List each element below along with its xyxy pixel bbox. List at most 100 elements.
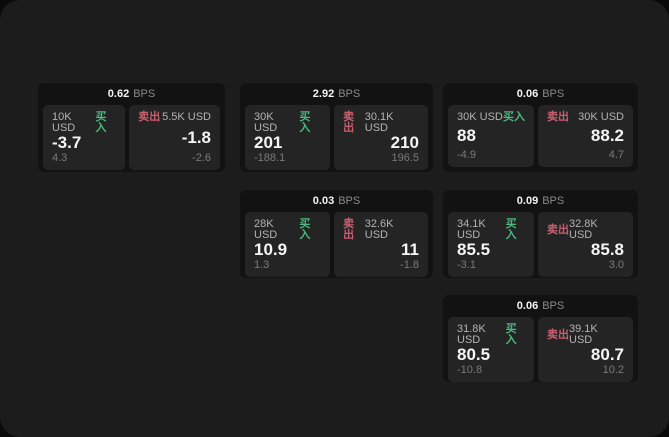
spread-value: 0.09 [516, 194, 539, 207]
buy-price: 80.5 [457, 345, 491, 364]
buy-delta: -10.8 [457, 363, 483, 376]
sell-delta: 196.5 [391, 151, 419, 164]
buy-tile-top: 31.8K USD 买入 [457, 324, 525, 346]
sell-tile[interactable]: 卖出 39.1K USD 80.7 10.2 [538, 317, 633, 382]
sell-tile[interactable]: 卖出 30.1K USD 210 196.5 [334, 105, 428, 170]
card-body: 10K USD 买入 -3.7 4.3 卖出 5.5K USD -1.8 -2.… [38, 105, 225, 172]
sell-side-badge: 卖出 [343, 218, 355, 241]
buy-tile-top: 28K USD 买入 [254, 219, 321, 241]
buy-tile[interactable]: 28K USD 买入 10.9 1.3 [245, 212, 331, 277]
sell-tile-top: 卖出 39.1K USD [547, 324, 624, 346]
sell-price: 88.2 [590, 126, 624, 146]
spread-card: 0.62 BPS 10K USD 买入 -3.7 4.3 卖出 5.5K USD… [38, 83, 225, 172]
spread-value: 0.03 [312, 194, 335, 207]
sell-tile[interactable]: 卖出 30K USD 88.2 4.7 [538, 105, 633, 167]
card-body: 34.1K USD 买入 85.5 -3.1 卖出 32.8K USD 85.8… [443, 212, 638, 278]
buy-amount: 30K USD [457, 111, 503, 123]
buy-tile[interactable]: 30K USD 买入 88 -4.9 [448, 105, 535, 167]
buy-side-badge: 买入 [503, 111, 526, 123]
card-body: 31.8K USD 买入 80.5 -10.8 卖出 39.1K USD 80.… [443, 317, 638, 382]
sell-side-badge: 卖出 [547, 328, 570, 341]
buy-tile-top: 30K USD 买入 [457, 112, 525, 123]
sell-price: 11 [401, 240, 419, 259]
spread-card: 0.06 BPS 30K USD 买入 88 -4.9 卖出 30K USD 8… [443, 83, 638, 172]
spread-card: 0.03 BPS 28K USD 买入 10.9 1.3 卖出 32.6K US… [240, 190, 433, 278]
sell-amount: 30.1K USD [364, 111, 394, 134]
buy-tile[interactable]: 34.1K USD 买入 85.5 -3.1 [448, 212, 535, 277]
sell-tile[interactable]: 卖出 5.5K USD -1.8 -2.6 [129, 105, 220, 170]
buy-side-badge: 买入 [505, 218, 517, 241]
spread-value: 0.06 [516, 87, 539, 100]
bps-unit-label: BPS [542, 194, 565, 207]
buy-delta: -188.1 [254, 151, 286, 164]
spread-card: 0.09 BPS 34.1K USD 买入 85.5 -3.1 卖出 32.8K… [443, 190, 638, 278]
card-body: 30K USD 买入 201 -188.1 卖出 30.1K USD 210 1… [240, 105, 433, 172]
sell-amount: 32.8K USD [569, 218, 598, 241]
bps-unit-label: BPS [338, 87, 361, 100]
bps-unit-label: BPS [133, 87, 156, 100]
sell-delta: 4.7 [608, 149, 624, 161]
spread-value: 0.62 [107, 87, 130, 100]
spread-header: 2.92 BPS [240, 83, 433, 105]
sell-side-badge: 卖出 [343, 111, 355, 134]
buy-amount: 30K USD [254, 111, 278, 134]
card-body: 30K USD 买入 88 -4.9 卖出 30K USD 88.2 4.7 [443, 105, 638, 172]
sell-amount: 32.6K USD [364, 218, 394, 241]
buy-price: 85.5 [457, 240, 491, 259]
spread-header: 0.62 BPS [38, 83, 225, 105]
bps-unit-label: BPS [542, 87, 565, 100]
sell-side-badge: 卖出 [138, 111, 161, 123]
bps-unit-label: BPS [338, 194, 361, 207]
sell-side-badge: 卖出 [547, 111, 570, 123]
spread-header: 0.06 BPS [443, 295, 638, 317]
sell-amount: 39.1K USD [569, 323, 598, 346]
buy-tile-top: 34.1K USD 买入 [457, 219, 525, 241]
sell-tile-top: 卖出 30.1K USD [343, 112, 419, 134]
spread-header: 0.06 BPS [443, 83, 638, 105]
buy-delta: -3.1 [457, 258, 476, 271]
sell-tile[interactable]: 卖出 32.6K USD 11 -1.8 [334, 212, 428, 277]
sell-tile-top: 卖出 30K USD [547, 112, 624, 123]
sell-delta: -2.6 [192, 151, 211, 164]
sell-price: 80.7 [590, 345, 624, 364]
sell-price: 210 [390, 133, 419, 152]
spread-header: 0.09 BPS [443, 190, 638, 212]
buy-amount: 34.1K USD [457, 218, 486, 241]
buy-amount: 31.8K USD [457, 323, 486, 346]
buy-tile[interactable]: 10K USD 买入 -3.7 4.3 [43, 105, 126, 170]
spread-header: 0.03 BPS [240, 190, 433, 212]
buy-tile[interactable]: 30K USD 买入 201 -188.1 [245, 105, 331, 170]
sell-price: 85.8 [590, 240, 624, 259]
buy-price: 88 [457, 126, 476, 146]
buy-amount: 10K USD [52, 111, 76, 134]
buy-price: 10.9 [254, 240, 288, 259]
sell-side-badge: 卖出 [547, 223, 570, 236]
buy-tile-top: 10K USD 买入 [52, 112, 116, 134]
sell-tile-top: 卖出 5.5K USD [138, 112, 211, 123]
sell-tile[interactable]: 卖出 32.8K USD 85.8 3.0 [538, 212, 633, 277]
sell-tile-top: 卖出 32.8K USD [547, 219, 624, 241]
sell-delta: 3.0 [608, 258, 624, 271]
sell-price: -1.8 [181, 127, 211, 147]
buy-tile-top: 30K USD 买入 [254, 112, 321, 134]
spread-value: 0.06 [516, 299, 539, 312]
buy-delta: 4.3 [52, 151, 68, 164]
buy-delta: -4.9 [457, 149, 476, 161]
spread-value: 2.92 [312, 87, 335, 100]
sell-delta: 10.2 [602, 363, 624, 376]
buy-side-badge: 买入 [299, 111, 311, 134]
bps-unit-label: BPS [542, 299, 565, 312]
sell-tile-top: 卖出 32.6K USD [343, 219, 419, 241]
buy-delta: 1.3 [254, 258, 270, 271]
buy-tile[interactable]: 31.8K USD 买入 80.5 -10.8 [448, 317, 535, 382]
sell-amount: 30K USD [578, 111, 624, 123]
buy-amount: 28K USD [254, 218, 278, 241]
buy-side-badge: 买入 [95, 111, 107, 134]
spread-card: 2.92 BPS 30K USD 买入 201 -188.1 卖出 30.1K … [240, 83, 433, 172]
card-body: 28K USD 买入 10.9 1.3 卖出 32.6K USD 11 -1.8 [240, 212, 433, 278]
buy-price: -3.7 [52, 133, 82, 152]
sell-delta: -1.8 [400, 258, 419, 271]
spread-card: 0.06 BPS 31.8K USD 买入 80.5 -10.8 卖出 39.1… [443, 295, 638, 382]
